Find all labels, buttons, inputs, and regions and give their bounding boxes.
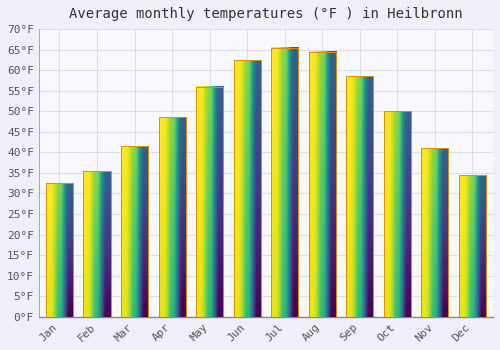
Title: Average monthly temperatures (°F ) in Heilbronn: Average monthly temperatures (°F ) in He… [69, 7, 462, 21]
Bar [84, 171, 110, 317]
Bar [384, 111, 411, 317]
Bar [459, 175, 486, 317]
Bar [308, 52, 336, 317]
Bar [121, 146, 148, 317]
Bar [422, 148, 448, 317]
Bar [234, 60, 260, 317]
Bar [46, 183, 73, 317]
Bar [346, 76, 374, 317]
Bar [271, 48, 298, 317]
Bar [196, 86, 223, 317]
Bar [158, 118, 186, 317]
